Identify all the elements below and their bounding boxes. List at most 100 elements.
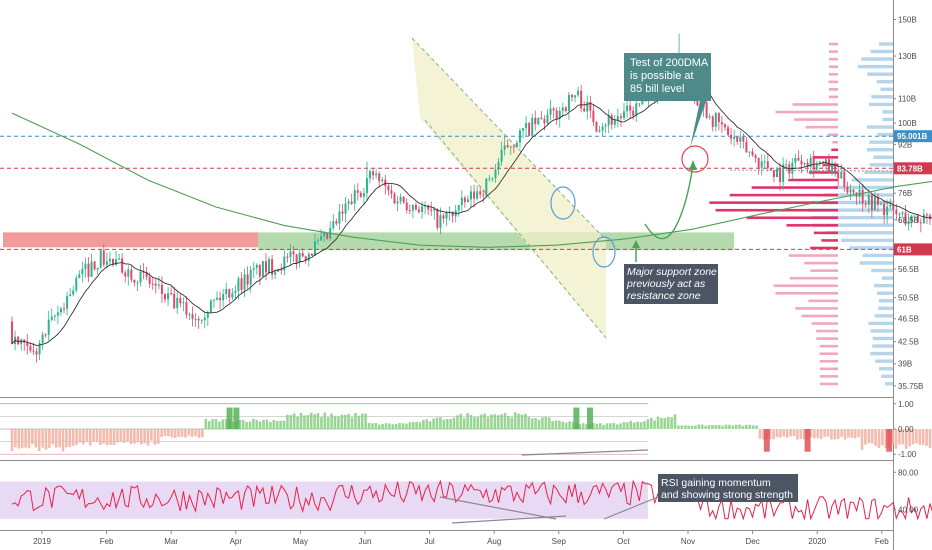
osc-bar (265, 419, 269, 429)
osc-bar (673, 414, 677, 429)
vp-bar-pink (788, 254, 838, 257)
osc-bar (898, 429, 901, 445)
osc-bar (194, 429, 197, 437)
candle-body (151, 283, 154, 285)
osc-bar (704, 425, 707, 429)
candle-body (601, 126, 604, 131)
osc-bar (153, 429, 157, 445)
osc-bar (374, 422, 378, 429)
osc-bar (653, 420, 656, 429)
candle-body (705, 102, 708, 118)
osc-bar (296, 416, 299, 429)
osc-bar (561, 421, 565, 429)
candle-body (310, 253, 313, 256)
candle-body (320, 236, 323, 241)
candle-body (219, 297, 222, 301)
candle-body (821, 161, 824, 163)
candle-body (32, 350, 35, 352)
osc-bar (129, 429, 133, 445)
candle-body (534, 117, 537, 125)
osc-bar (843, 429, 847, 440)
osc-bar (422, 419, 425, 429)
rsi-line (11, 479, 932, 521)
osc-bar (68, 429, 72, 448)
vp-bar-pink (828, 95, 838, 99)
candle-body (225, 289, 228, 295)
vp-bar-pink (751, 186, 838, 189)
candle-body (105, 261, 108, 265)
osc-bar (432, 418, 435, 429)
osc-bar (663, 418, 667, 429)
candle-body (497, 161, 500, 170)
candle-body (81, 268, 84, 275)
candle-body (785, 164, 788, 166)
candle-body (430, 209, 433, 211)
osc-bar (190, 429, 194, 437)
candle-body (304, 256, 307, 261)
callout-rsi-box (658, 474, 798, 502)
osc-bar (275, 420, 279, 429)
candle-body (546, 114, 549, 124)
osc-bar (578, 424, 582, 429)
candle-body (549, 108, 552, 115)
osc-bar (792, 429, 796, 437)
projected-path-arrow (689, 160, 697, 170)
circle-marker-target (681, 145, 709, 173)
osc-bar (493, 414, 497, 429)
osc-bar (364, 413, 367, 429)
osc-bar (85, 429, 89, 442)
candle-body (356, 190, 359, 193)
osc-bar (666, 416, 670, 429)
osc-bar (180, 429, 184, 437)
vp-bar-blue (879, 367, 893, 371)
candle-body (344, 203, 347, 214)
candle-body (809, 157, 812, 168)
osc-bar (252, 418, 255, 429)
osc-bar (840, 429, 843, 437)
candle-body (157, 284, 160, 286)
time-tick-label-7: Aug (487, 537, 501, 546)
osc-bar (503, 412, 507, 429)
osc-bar (350, 417, 354, 429)
osc-bar (408, 422, 412, 429)
candle-body (794, 157, 797, 163)
osc-bar (700, 424, 704, 429)
support-arrow-head (632, 240, 640, 248)
circle-marker-1 (550, 186, 576, 220)
osc-strong-bar (804, 429, 811, 452)
osc-bar (850, 429, 854, 438)
time-tick-label-0: 2019 (33, 537, 51, 546)
candle-body (405, 202, 408, 211)
candle-body (769, 168, 772, 171)
osc-bar (439, 417, 442, 429)
osc-bar (384, 423, 388, 429)
vp-bar-blue (862, 253, 893, 258)
osc-bar (680, 425, 684, 429)
candle-body (723, 124, 726, 128)
osc-bar (785, 429, 789, 438)
osc-bar (925, 429, 928, 446)
osc-bar (428, 421, 432, 429)
osc-bar (870, 429, 874, 444)
osc-bar (238, 419, 242, 429)
osc-bar (592, 423, 595, 429)
candle-body (439, 215, 442, 228)
candle-body (598, 130, 601, 132)
vp-bar-blue (825, 231, 893, 235)
vp-bar-pink (829, 50, 838, 53)
osc-bar (513, 412, 517, 429)
candle-body (803, 162, 806, 165)
candle-body (414, 205, 417, 210)
osc-bar (632, 422, 636, 429)
candle-body (840, 171, 843, 179)
candle-body (913, 215, 916, 217)
vp-bar-pink (831, 148, 838, 152)
candle-body (317, 240, 319, 242)
candle-body (258, 264, 261, 277)
osc-bar (337, 416, 340, 429)
candle-body (59, 308, 62, 313)
rsi-trendline-rising (603, 496, 659, 520)
time-tick-label-8: Sep (552, 537, 567, 546)
osc-bar (510, 417, 514, 429)
vp-bar-pink (816, 329, 838, 333)
